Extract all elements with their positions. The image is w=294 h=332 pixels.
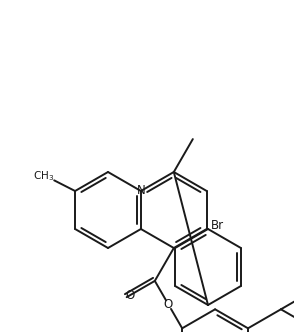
Text: N: N [136, 185, 145, 198]
Text: O: O [164, 298, 173, 311]
Text: CH$_3$: CH$_3$ [33, 169, 54, 183]
Text: Br: Br [211, 219, 224, 232]
Text: O: O [126, 289, 135, 302]
